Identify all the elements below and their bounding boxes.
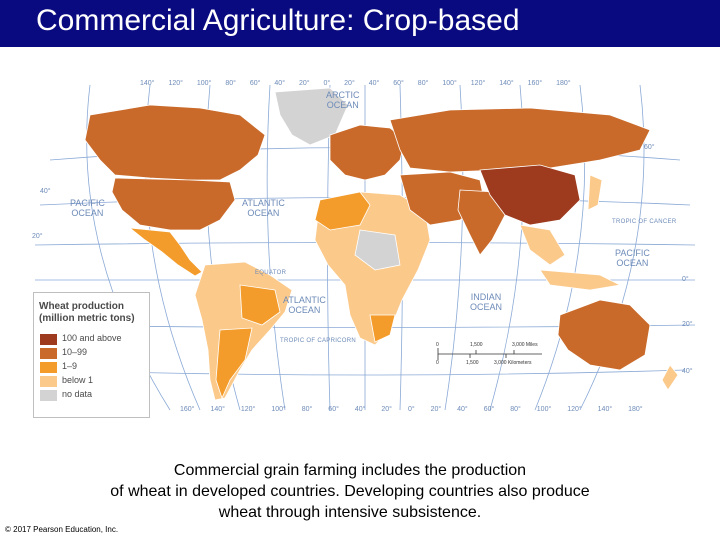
map-legend: Wheat production (million metric tons) 1… (33, 292, 150, 418)
legend-swatch (40, 348, 57, 359)
scale-mid-km: 1,500 (466, 360, 479, 366)
japan (587, 174, 603, 211)
southeast-asia (519, 224, 566, 266)
copyright-notice: © 2017 Pearson Education, Inc. (5, 525, 119, 534)
equator-label: EQUATOR (255, 270, 287, 276)
legend-swatch (40, 334, 57, 345)
scale-zero-km: 0 (436, 360, 439, 366)
atlantic-ocean-north-label: ATLANTIC OCEAN (242, 198, 285, 218)
scale-bar: 0 1,500 3,000 Miles 0 1,500 3,000 Kilome… (432, 338, 562, 372)
lat-20n-label: 20° (32, 233, 43, 240)
pacific-ocean-east-label: PACIFIC OCEAN (615, 248, 650, 268)
north-africa (314, 191, 371, 231)
bottom-longitude-labels: 160° 140° 120° 100° 80° 60° 40° 20° 0° 2… (180, 406, 643, 413)
australia (557, 299, 651, 371)
slide-caption: Commercial grain farming includes the pr… (110, 462, 590, 521)
mexico (128, 227, 203, 277)
greenland (274, 87, 349, 146)
scale-km-label: 3,000 Kilometers (494, 360, 532, 366)
legend-swatch (40, 376, 57, 387)
slide-title: Commercial Agriculture: Crop-based (36, 4, 520, 37)
scale-bar-lines (437, 348, 542, 360)
title-bar: Commercial Agriculture: Crop-based (0, 0, 720, 47)
lat-60n-label: 60° (644, 144, 655, 151)
usa (111, 177, 236, 231)
scale-zero-miles: 0 (436, 342, 439, 348)
lat-0-label: 0° (682, 276, 689, 283)
lat-20s-label: 20° (682, 321, 693, 328)
south-africa (369, 314, 396, 343)
legend-label: 10–99 (62, 347, 88, 357)
argentina (215, 327, 253, 400)
arctic-ocean-label: ARCTIC OCEAN (326, 90, 360, 110)
legend-label: 100 and above (62, 333, 122, 343)
indonesia (539, 269, 622, 291)
china (479, 164, 581, 226)
legend-label: 1–9 (62, 361, 78, 371)
brazil (239, 284, 281, 326)
legend-swatch (40, 362, 57, 373)
legend-label: no data (62, 389, 93, 399)
atlantic-ocean-south-label: ATLANTIC OCEAN (283, 295, 326, 315)
canada (84, 104, 266, 181)
indian-ocean-label: INDIAN OCEAN (470, 292, 503, 312)
central-africa (354, 229, 401, 271)
europe (329, 124, 406, 181)
legend-label: below 1 (62, 375, 94, 385)
scale-miles-label: 3,000 Miles (512, 342, 538, 348)
scale-mid-miles: 1,500 (470, 342, 483, 348)
lat-40s-label: 40° (682, 368, 693, 375)
pacific-ocean-west-label: PACIFIC OCEAN (70, 198, 105, 218)
new-zealand (661, 364, 679, 391)
tropic-of-cancer-label: TROPIC OF CANCER (612, 219, 677, 225)
russia (389, 107, 651, 173)
top-longitude-labels: 140° 120° 100° 80° 60° 40° 20° 0° 20° 40… (140, 80, 571, 87)
lat-40n-label: 40° (40, 188, 51, 195)
legend-title: Wheat production (million metric tons) (39, 301, 135, 324)
tropic-of-capricorn-label: TROPIC OF CAPRICORN (280, 338, 357, 344)
legend-swatch (40, 390, 57, 401)
